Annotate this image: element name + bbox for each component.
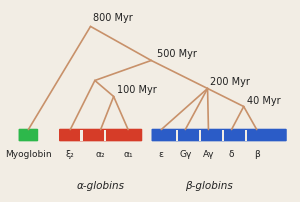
- Text: α₂: α₂: [96, 149, 105, 158]
- Text: β: β: [254, 149, 260, 158]
- Bar: [176, 130, 178, 141]
- Bar: [80, 130, 83, 141]
- Text: 500 Myr: 500 Myr: [157, 49, 197, 59]
- Text: 800 Myr: 800 Myr: [93, 13, 133, 23]
- Bar: [60, 130, 141, 141]
- Bar: [199, 130, 201, 141]
- Text: α₁: α₁: [123, 149, 133, 158]
- FancyBboxPatch shape: [19, 129, 38, 142]
- Text: ξ₂: ξ₂: [66, 149, 75, 158]
- Text: Gγ: Gγ: [179, 149, 191, 158]
- Bar: [222, 130, 224, 141]
- Text: α-globins: α-globins: [76, 180, 124, 190]
- Text: δ: δ: [229, 149, 234, 158]
- Bar: [245, 130, 248, 141]
- Text: 100 Myr: 100 Myr: [116, 85, 156, 95]
- FancyBboxPatch shape: [152, 129, 287, 142]
- FancyBboxPatch shape: [59, 129, 142, 142]
- Text: Aγ: Aγ: [203, 149, 214, 158]
- Text: 200 Myr: 200 Myr: [211, 77, 250, 87]
- Text: β-globins: β-globins: [185, 180, 233, 190]
- Text: Myoglobin: Myoglobin: [5, 149, 52, 158]
- Bar: [103, 130, 106, 141]
- Text: 40 Myr: 40 Myr: [247, 95, 280, 105]
- Text: ε: ε: [159, 149, 164, 158]
